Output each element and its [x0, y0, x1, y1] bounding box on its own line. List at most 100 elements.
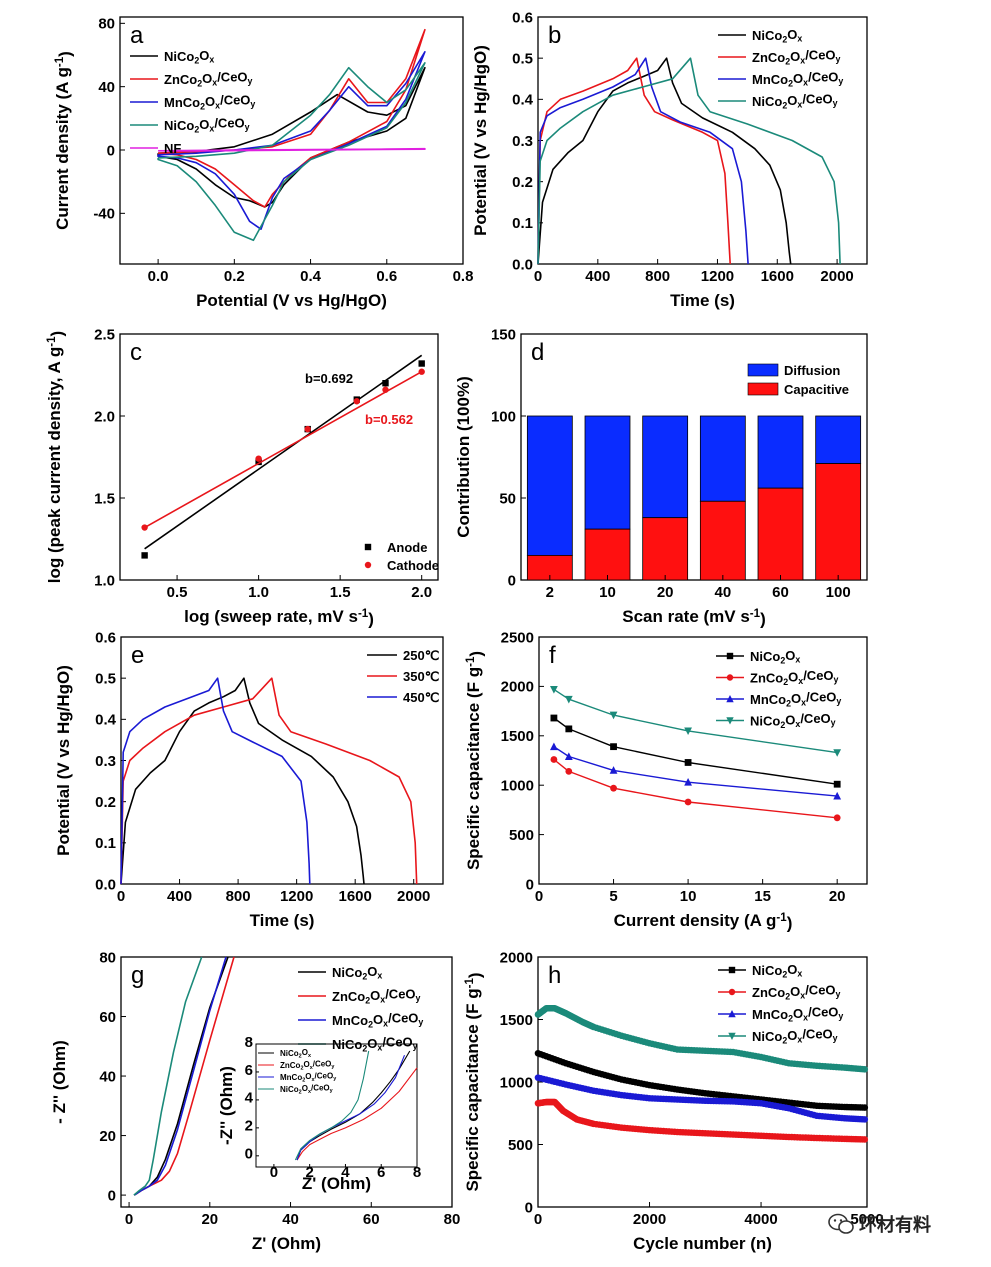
x-tick-label: 4000 [744, 1211, 777, 1228]
legend-label: NF [164, 141, 181, 156]
legend-marker [726, 652, 734, 660]
y-tick-label: 0 [107, 142, 115, 159]
data-point-Anode [255, 458, 262, 466]
y-tick-label: 0 [108, 1187, 116, 1204]
legend-label: Capacitive [784, 382, 849, 397]
series-line-NiCo2Ox [133, 956, 229, 1196]
data-point-NiCo2Ox/CeOy [684, 727, 692, 736]
x-tick-label: 10 [599, 584, 616, 601]
x-tick-label: 0 [534, 268, 542, 285]
x-tick-label: 40 [282, 1211, 299, 1228]
legend: NiCo2OxZnCo2Ox/CeOyMnCo2Ox/CeOyNiCo2Ox/C… [258, 1048, 336, 1096]
legend-label: MnCo2Ox/CeOy [164, 93, 255, 112]
y-tick-label: 500 [508, 1137, 533, 1154]
series-line-ZnCo2Ox/CeOy [537, 57, 731, 265]
legend-label: NiCo2Ox [752, 27, 802, 45]
x-tick-label: 1.0 [248, 584, 269, 601]
data-point-Cathode [353, 398, 360, 405]
y-tick-label: 1000 [500, 1074, 533, 1091]
series-line-NF [158, 147, 426, 152]
series-line-450℃ [120, 677, 311, 885]
plot-frame [120, 956, 453, 1208]
data-point-NiCo2Ox [610, 743, 617, 751]
data-point-ZnCo2Ox/CeOy [684, 798, 692, 806]
data-point-NiCo2Ox [565, 725, 573, 733]
legend: Anode Cathode [364, 540, 439, 573]
data-point-Anode [382, 380, 389, 387]
x-tick-label: 8 [413, 1164, 421, 1181]
y-tick-label: 20 [99, 1128, 116, 1145]
y-axis-label: - Z'' (Ohm) [50, 1040, 69, 1124]
panel-h: 0 500 1000 1500 2000 0 2000 4000 5000 Cycle numbe… [463, 949, 884, 1253]
x-tick-label: 10 [680, 888, 697, 905]
panel-letter: h [548, 962, 561, 989]
plot-frame [120, 636, 444, 885]
legend-label: ZnCo2Ox/CeOy [332, 987, 421, 1006]
y-tick-label: 40 [98, 79, 115, 96]
panel-letter: a [130, 22, 144, 49]
x-tick-label: 5000 [850, 1211, 883, 1228]
y-tick-label: 0.6 [95, 629, 116, 646]
series-line-MnCo2Ox/CeOy [296, 1054, 406, 1161]
x-tick-label: 1600 [338, 888, 371, 905]
data-point-ZnCo2Ox/CeOy [550, 756, 558, 763]
data-point-Cathode [141, 524, 148, 531]
fit-line-Cathode [144, 371, 423, 529]
x-tick-label: 0.6 [376, 268, 397, 285]
series-line-ZnCo2Ox/CeOy [296, 1067, 418, 1161]
series-line-NiCo2Ox/CeOy [537, 57, 841, 265]
series-line-MnCo2Ox/CeOy [157, 50, 426, 230]
legend-label: NiCo2Ox/CeOy [750, 711, 836, 730]
bar-diffusion [642, 415, 689, 519]
legend-label: ZnCo2Ox/CeOy [280, 1059, 334, 1071]
bar-diffusion [757, 415, 804, 489]
legend-label: ZnCo2Ox/CeOy [750, 668, 839, 687]
legend-label: Diffusion [784, 363, 840, 378]
x-axis-label: Potential (V vs Hg/HgO) [196, 291, 387, 310]
legend-label: ZnCo2Ox/CeOy [752, 48, 841, 67]
x-tick-label: 4 [341, 1164, 350, 1181]
y-tick-label: 0.3 [95, 753, 116, 770]
x-tick-label: 2000 [633, 1211, 666, 1228]
y-tick-label: 2000 [500, 949, 533, 966]
bar-diffusion [584, 415, 631, 530]
legend: NiCo2OxZnCo2Ox/CeOyMnCo2Ox/CeOyNiCo2Ox/C… [298, 964, 423, 1054]
x-axis-label: Z' (Ohm) [302, 1174, 371, 1193]
legend-label: NiCo2Ox/CeOy [164, 116, 250, 135]
y-tick-label: 0.5 [512, 50, 533, 67]
y-tick-label: 2000 [501, 679, 534, 696]
data-point-ZnCo2Ox/CeOy [565, 767, 573, 775]
series-line-ZnCo2Ox/CeOy [553, 758, 838, 819]
x-tick-label: 20 [657, 584, 674, 601]
x-tick-label: 2 [305, 1164, 313, 1181]
legend-label: MnCo2Ox/CeOy [280, 1071, 336, 1083]
data-point-Cathode [382, 386, 389, 393]
series-line-NiCo2Ox/CeOy [536, 1005, 868, 1072]
x-axis-label: Time (s) [670, 291, 735, 310]
panel-f: 0 500 1000 1500 2000 2500 0 5 10 15 20 Current dens… [464, 629, 868, 932]
legend-label: NiCo2Ox [750, 648, 800, 666]
plot-frame [255, 1043, 418, 1168]
x-tick-label: 2000 [820, 268, 853, 285]
panel-c: 1.0 1.5 2.0 2.5 0.5 1.0 1.5 2.0 log (sweep rate,… [45, 326, 439, 628]
y-tick-label: 8 [245, 1034, 253, 1051]
y-tick-label: -40 [93, 206, 115, 223]
plot-frame [119, 16, 464, 265]
panel-g_inset: 0 2 4 6 8 0 2 4 6 8 Z' (Ohm) -Z'' (Ohm) NiCo2OxZnCo2… [217, 1034, 421, 1193]
plot-frame [119, 333, 439, 581]
series-line-250℃ [120, 677, 365, 885]
annotation-cathode-slope: b=0.562 [365, 412, 413, 427]
bar-capacitive [642, 517, 689, 581]
data-point-MnCo2Ox/CeOy [684, 778, 692, 786]
data-point-Cathode [304, 425, 311, 433]
data-point-ZnCo2Ox/CeOy [610, 784, 617, 792]
data-point-NiCo2Ox [833, 780, 841, 788]
y-axis-label: Potential (V vs Hg/HgO) [471, 45, 490, 236]
data-point-Anode [141, 552, 148, 559]
bar-capacitive [584, 528, 631, 581]
x-tick-label: 100 [826, 584, 851, 601]
bar-diffusion [815, 415, 862, 464]
bar-capacitive [815, 463, 862, 581]
legend-label: MnCo2Ox/CeOy [332, 1011, 423, 1030]
